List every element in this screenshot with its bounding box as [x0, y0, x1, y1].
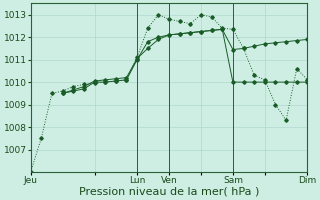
- X-axis label: Pression niveau de la mer( hPa ): Pression niveau de la mer( hPa ): [79, 187, 259, 197]
